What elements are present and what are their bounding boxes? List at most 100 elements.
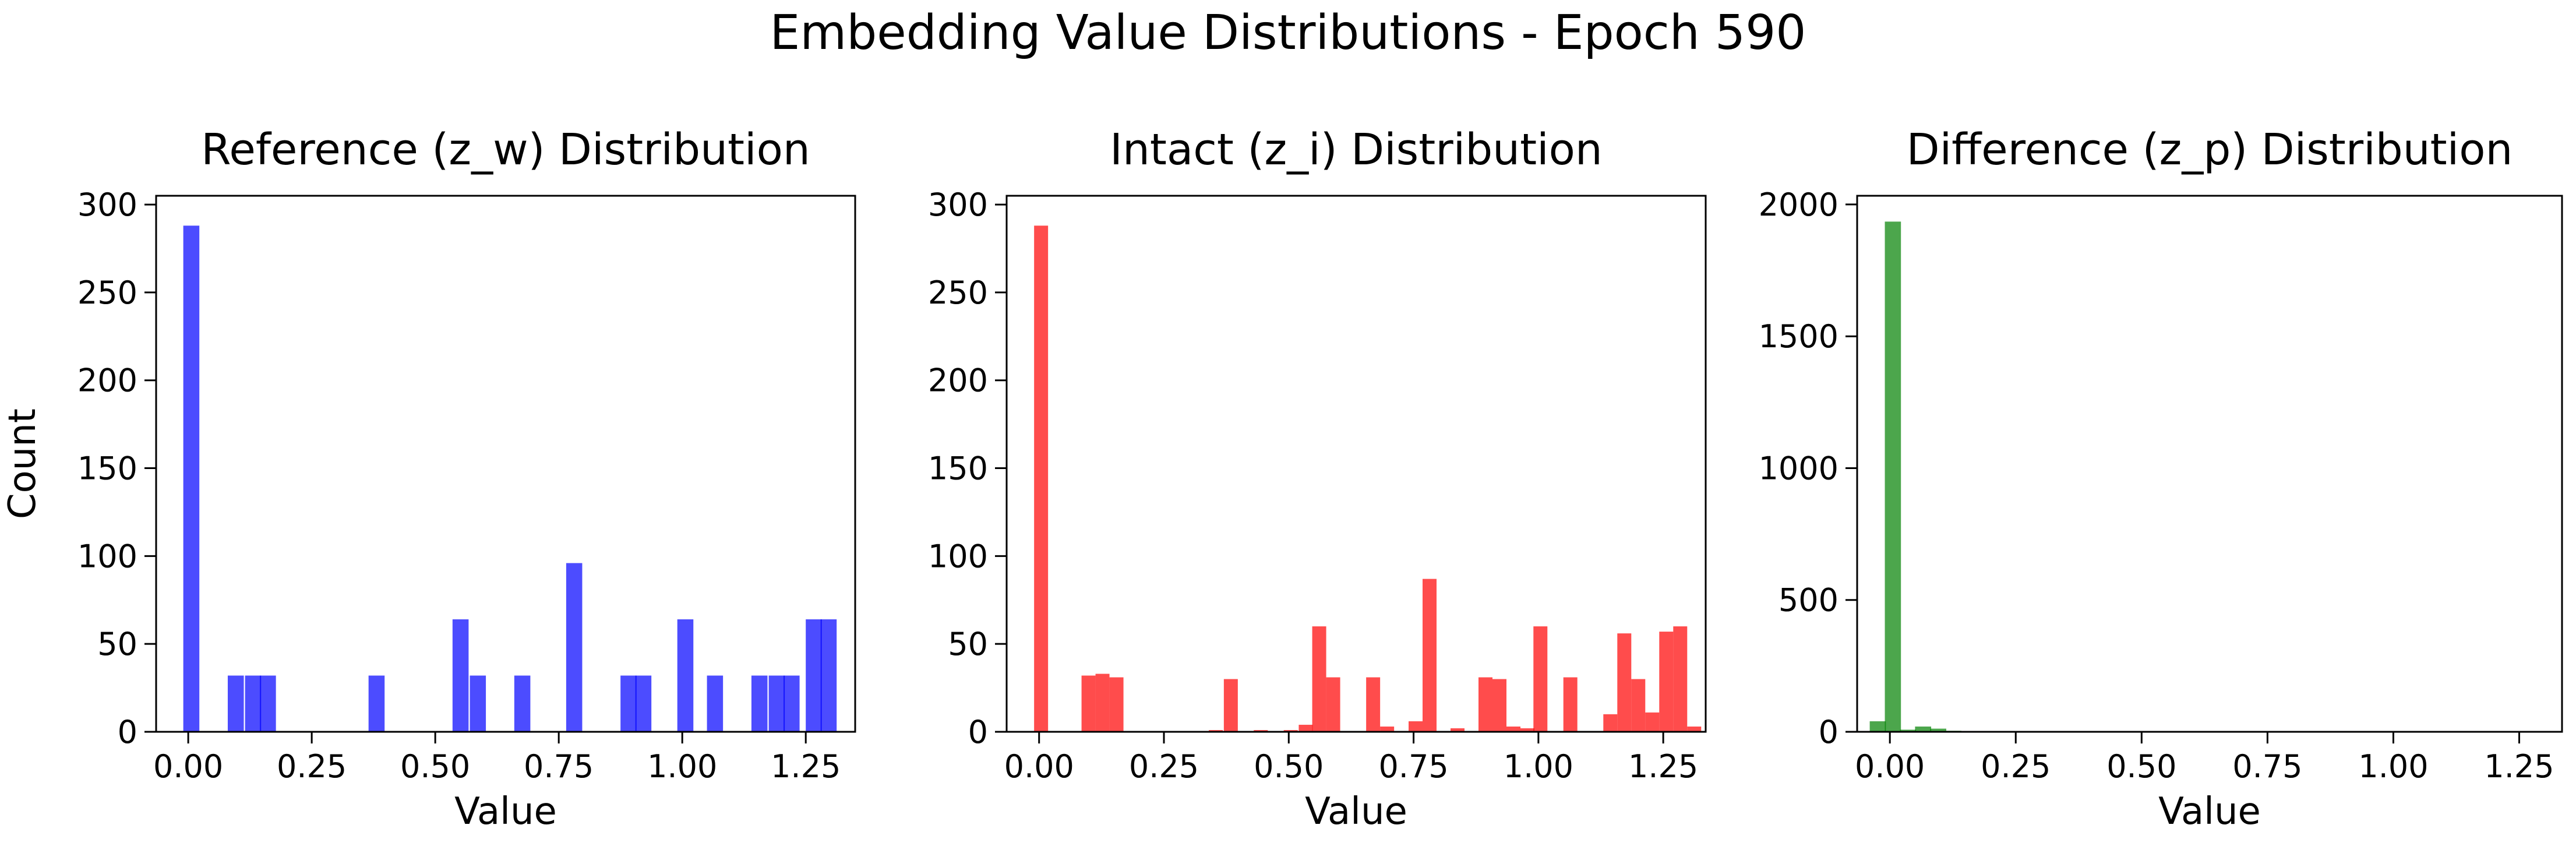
y-tick-label: 200 xyxy=(928,362,988,399)
bar-1-6 xyxy=(452,619,469,732)
chart-2: 0.00 0.25 0.50 0.75 1.00 1.25 0 50 100 150 200 250 3… xyxy=(928,125,1707,833)
y-tick-label: 50 xyxy=(97,626,137,662)
x-tick-label: 0.50 xyxy=(400,748,470,785)
figure-suptitle: Embedding Value Distributions - Epoch 59… xyxy=(770,5,1806,61)
y-tick-label: 0 xyxy=(1819,714,1839,750)
bar-2-27 xyxy=(1659,632,1674,732)
y-tick-label: 100 xyxy=(77,538,137,574)
bar-1-4 xyxy=(260,675,276,732)
bar-3-3 xyxy=(1900,729,1917,732)
x-tick-label: 0.75 xyxy=(524,748,594,785)
bar-2-21 xyxy=(1533,626,1548,732)
x-tick-label: 1.25 xyxy=(1628,748,1698,785)
x-tick-label: 1.00 xyxy=(2358,748,2428,785)
bar-1-13 xyxy=(707,675,724,732)
bar-2-22 xyxy=(1563,677,1578,732)
bar-2-29 xyxy=(1687,726,1702,732)
x-tick-label: 1.25 xyxy=(2484,748,2554,785)
bar-2-20 xyxy=(1520,728,1534,732)
y-tick-label: 100 xyxy=(928,538,988,574)
bar-1-10 xyxy=(620,675,637,732)
x-tick-label: 0.25 xyxy=(1981,748,2051,785)
bar-2-11 xyxy=(1326,677,1340,732)
bar-2-3 xyxy=(1095,674,1110,732)
bar-2-6 xyxy=(1223,679,1238,732)
bar-2-2 xyxy=(1081,675,1096,732)
bar-2-9 xyxy=(1298,724,1313,732)
bar-1-12 xyxy=(677,619,694,732)
y-tick-label: 0 xyxy=(118,714,137,750)
y-tick-label: 150 xyxy=(77,450,137,487)
chart-1: 0.00 0.25 0.50 0.75 1.00 1.25 0 50 100 150 200 250 3… xyxy=(1,125,856,833)
bar-3-4 xyxy=(1915,726,1932,732)
chart-3: 0.00 0.25 0.50 0.75 1.00 1.25 0 500 1000 1500 2000… xyxy=(1759,125,2563,833)
y-axis-label: Count xyxy=(1,408,44,519)
x-tick-label: 0.00 xyxy=(1004,748,1074,785)
x-tick-label: 0.75 xyxy=(2232,748,2302,785)
bar-1-18 xyxy=(820,619,837,732)
x-tick-label: 0.75 xyxy=(1378,748,1448,785)
y-tick-label: 2000 xyxy=(1759,186,1839,223)
bar-1-2 xyxy=(227,675,244,732)
y-tick-label: 1000 xyxy=(1759,450,1839,487)
axes-frame xyxy=(1005,195,1707,733)
y-tick-label: 200 xyxy=(77,362,137,399)
x-tick-label: 0.50 xyxy=(2106,748,2176,785)
y-tick-label: 300 xyxy=(928,186,988,223)
bar-2-8 xyxy=(1283,729,1298,732)
chart-title: Intact (z_i) Distribution xyxy=(1110,125,1603,175)
chart-title: Difference (z_p) Distribution xyxy=(1907,125,2513,175)
bar-2-28 xyxy=(1673,626,1688,732)
x-tick-label: 1.00 xyxy=(647,748,717,785)
y-tick-label: 0 xyxy=(968,714,988,750)
y-tick-label: 250 xyxy=(928,274,988,311)
bar-1-17 xyxy=(806,619,822,732)
bar-1-9 xyxy=(566,563,583,732)
bar-2-24 xyxy=(1617,633,1632,732)
bar-2-17 xyxy=(1478,677,1492,732)
bar-2-15 xyxy=(1423,579,1437,732)
bar-1-16 xyxy=(784,675,800,732)
bar-2-18 xyxy=(1492,679,1506,732)
x-tick-label: 1.25 xyxy=(771,748,841,785)
bar-1-1 xyxy=(183,225,200,732)
axes-frame xyxy=(1856,195,2563,733)
y-tick-label: 500 xyxy=(1779,582,1839,619)
bar-2-7 xyxy=(1254,729,1268,732)
y-tick-label: 50 xyxy=(948,626,988,662)
bar-2-5 xyxy=(1209,729,1223,732)
chart-title: Reference (z_w) Distribution xyxy=(201,125,810,175)
bar-1-7 xyxy=(470,675,486,732)
bar-2-26 xyxy=(1645,712,1660,732)
x-axis-label: Value xyxy=(2158,790,2261,833)
x-axis-label: Value xyxy=(454,790,557,833)
y-tick-label: 1500 xyxy=(1759,318,1839,355)
x-tick-label: 0.25 xyxy=(1129,748,1199,785)
bar-2-14 xyxy=(1409,721,1423,732)
bar-2-10 xyxy=(1312,626,1326,732)
bar-1-14 xyxy=(751,675,768,732)
bar-1-3 xyxy=(245,675,262,732)
x-axis-label: Value xyxy=(1305,790,1407,833)
bar-3-5 xyxy=(1930,728,1946,732)
bar-1-11 xyxy=(635,675,652,732)
x-tick-label: 0.00 xyxy=(153,748,223,785)
bar-2-12 xyxy=(1366,677,1381,732)
axes-frame xyxy=(155,195,856,733)
bar-3-2 xyxy=(1885,221,1901,732)
bar-2-1 xyxy=(1034,225,1049,732)
x-tick-label: 1.00 xyxy=(1504,748,1573,785)
x-tick-label: 0.00 xyxy=(1855,748,1925,785)
x-tick-label: 0.50 xyxy=(1254,748,1324,785)
bar-2-23 xyxy=(1603,714,1618,732)
bar-1-15 xyxy=(768,675,785,732)
bar-2-4 xyxy=(1109,677,1124,732)
bar-2-19 xyxy=(1506,726,1520,732)
bar-2-16 xyxy=(1451,728,1465,732)
bar-1-8 xyxy=(514,675,531,732)
x-tick-label: 0.25 xyxy=(277,748,347,785)
bar-3-1 xyxy=(1869,721,1886,732)
y-tick-label: 150 xyxy=(928,450,988,487)
y-tick-label: 250 xyxy=(77,274,137,311)
